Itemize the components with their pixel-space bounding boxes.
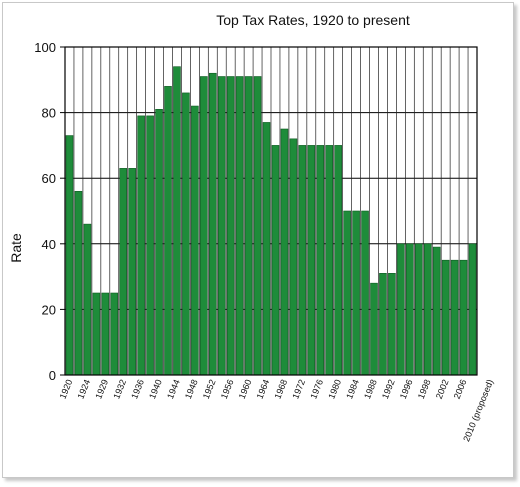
x-tick-label: 2002 [434, 378, 451, 400]
bar [217, 76, 226, 376]
bar [325, 145, 334, 376]
x-tick-label: 1984 [344, 378, 361, 400]
y-axis-ticks: 0 20 40 60 80 100 [34, 40, 65, 383]
y-tick-label: 20 [42, 302, 56, 317]
bar [406, 243, 414, 376]
bar [423, 243, 432, 376]
bar [397, 243, 405, 376]
bar [262, 122, 271, 376]
bar [450, 259, 459, 376]
y-tick-label: 100 [34, 40, 56, 55]
bar [432, 246, 441, 376]
y-tick-label: 0 [49, 368, 56, 383]
bar [441, 259, 450, 376]
bar [343, 210, 351, 376]
x-tick-label: 1956 [219, 378, 236, 400]
bar [307, 145, 316, 376]
bar [146, 115, 154, 376]
bar [468, 243, 477, 376]
bar [414, 243, 423, 376]
bar [379, 273, 387, 376]
bar [280, 128, 289, 376]
bar [74, 191, 83, 376]
x-tick-label: 1998 [416, 378, 433, 400]
bar [316, 145, 325, 376]
y-axis-label: Rate [8, 233, 24, 263]
x-tick-label: 1968 [272, 378, 289, 400]
bar-chart: Top Tax Rates, 1920 to present Rate 0 20 4… [8, 12, 496, 443]
plot-border [64, 46, 478, 376]
bar [101, 292, 110, 376]
y-tick-label: 60 [42, 171, 56, 186]
bar [459, 259, 468, 376]
bar [361, 210, 369, 376]
x-tick-label: 1964 [255, 378, 272, 400]
bar [226, 76, 235, 376]
x-tick-label: 1924 [75, 378, 92, 400]
chart-frame: Top Tax Rates, 1920 to present Rate 0 20 4… [2, 2, 514, 478]
bar [298, 145, 307, 376]
x-tick-label: 1980 [326, 378, 343, 400]
x-tick-label: 1936 [129, 378, 146, 400]
x-tick-label: 1996 [398, 378, 415, 400]
bar [352, 210, 360, 376]
x-axis-ticks: 1920 1924 1929 1932 1936 1940 1944 1948 1952 1956… [58, 378, 496, 443]
x-tick-label: 1920 [58, 378, 75, 400]
bar [164, 86, 172, 376]
bar [191, 105, 199, 376]
x-tick-label: 1992 [380, 378, 397, 400]
x-tick-label: 1976 [308, 378, 325, 400]
bar [235, 76, 244, 376]
bar [92, 292, 101, 376]
bar [83, 223, 92, 376]
bar [271, 145, 280, 376]
bar [208, 72, 217, 376]
bar [128, 168, 136, 376]
x-tick-label: 1960 [237, 378, 254, 400]
bar [155, 109, 163, 376]
x-tick-label: 1972 [290, 378, 307, 400]
y-tick-label: 40 [42, 237, 56, 252]
bar [370, 282, 378, 376]
bar [244, 76, 253, 376]
bar [65, 135, 74, 376]
x-tick-label: 1929 [93, 378, 110, 400]
bar [119, 168, 128, 376]
x-tick-label: 2010 (proposed) [461, 378, 495, 443]
y-tick-label: 80 [42, 106, 56, 121]
bar [137, 115, 145, 376]
x-tick-label: 1940 [147, 378, 164, 400]
bar [334, 145, 342, 376]
bar [200, 76, 208, 376]
x-tick-label: 1944 [165, 378, 182, 400]
x-tick-label: 1932 [111, 378, 128, 400]
x-tick-label: 2006 [452, 378, 469, 400]
bars [65, 66, 477, 376]
bar [253, 76, 262, 376]
bar [182, 92, 190, 376]
bar [173, 66, 181, 376]
x-tick-label: 1988 [362, 378, 379, 400]
chart-title: Top Tax Rates, 1920 to present [216, 12, 410, 28]
bar [289, 138, 298, 376]
x-tick-label: 1952 [201, 378, 218, 400]
x-tick-label: 1948 [183, 378, 200, 400]
bar [110, 292, 119, 376]
bar [388, 273, 396, 376]
